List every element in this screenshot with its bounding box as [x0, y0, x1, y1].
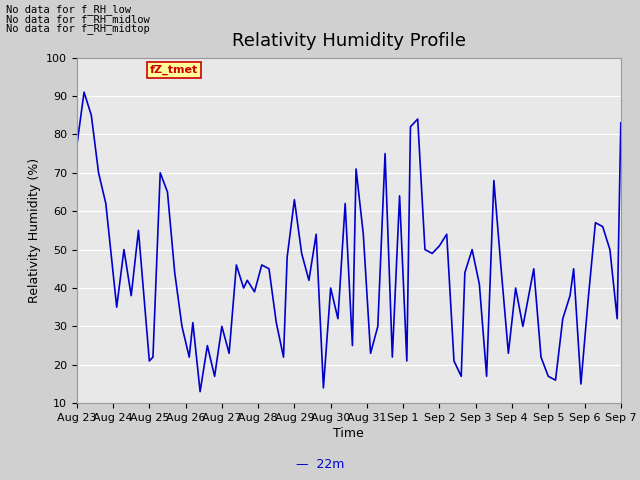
Text: No data for f_RH_midtop: No data for f_RH_midtop — [6, 23, 150, 34]
Text: fZ_tmet: fZ_tmet — [150, 65, 198, 75]
Text: —  22m: — 22m — [296, 458, 344, 471]
X-axis label: Time: Time — [333, 427, 364, 440]
Title: Relativity Humidity Profile: Relativity Humidity Profile — [232, 33, 466, 50]
Y-axis label: Relativity Humidity (%): Relativity Humidity (%) — [28, 158, 40, 303]
Text: No data for f_RH_low: No data for f_RH_low — [6, 4, 131, 15]
Text: No data for f_RH_midlow: No data for f_RH_midlow — [6, 13, 150, 24]
